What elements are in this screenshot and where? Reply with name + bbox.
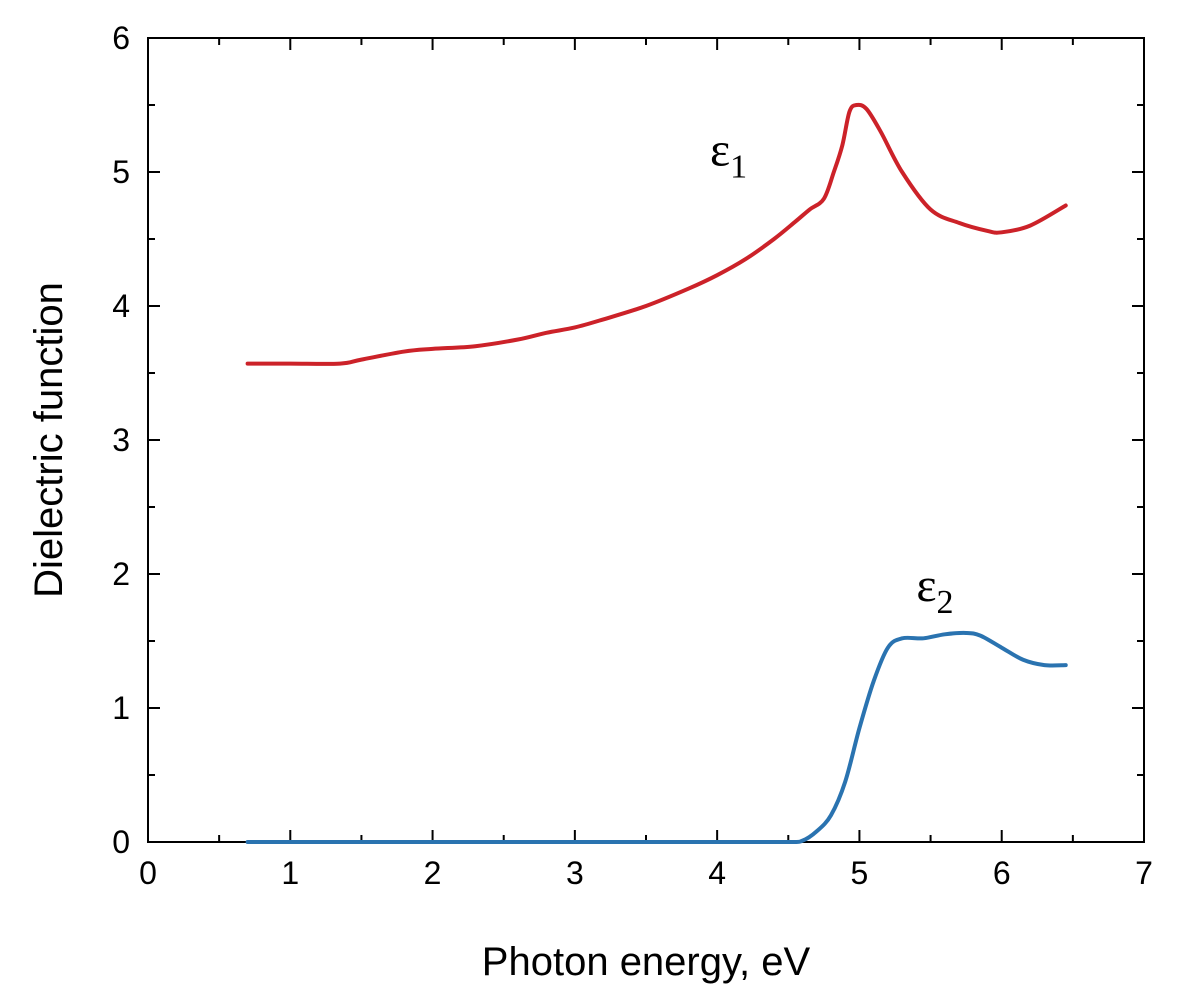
series-layer — [248, 105, 1066, 842]
curve-label-subscript: 2 — [936, 584, 953, 621]
y-tick-label: 0 — [112, 824, 130, 860]
x-tick-label: 1 — [281, 855, 299, 891]
curve-label-symbol: ε — [710, 123, 730, 176]
chart-container: 012345670123456 ε1 ε2 Photon energy, eV D… — [0, 0, 1189, 1002]
curve-label-eps1: ε1 — [710, 123, 747, 185]
series-line-eps2 — [248, 633, 1066, 842]
plot-frame — [148, 38, 1144, 842]
x-tick-label: 0 — [139, 855, 157, 891]
curve-label-symbol: ε — [916, 559, 936, 612]
y-tick-label: 6 — [112, 20, 130, 56]
x-tick-label: 6 — [993, 855, 1011, 891]
tick-labels-layer: 0 1 2 3 4 5 6 7 0 1 2 3 4 5 6 — [112, 20, 1153, 891]
y-tick-label: 2 — [112, 556, 130, 592]
x-tick-label: 3 — [566, 855, 584, 891]
y-tick-label: 5 — [112, 154, 130, 190]
dielectric-function-chart: 0 1 2 3 4 5 6 70123456 ε1ε2 Photon energy, eV D… — [0, 0, 1189, 1002]
x-tick-label: 5 — [851, 855, 869, 891]
ticks-layer — [148, 38, 1144, 842]
curve-label-subscript: 1 — [730, 148, 747, 185]
x-tick-label: 7 — [1135, 855, 1153, 891]
y-tick-label: 4 — [112, 288, 130, 324]
x-tick-label: 4 — [708, 855, 726, 891]
y-tick-label: 1 — [112, 690, 130, 726]
x-tick-label: 2 — [424, 855, 442, 891]
y-axis-title: Dielectric function — [27, 282, 71, 598]
x-axis-title: Photon energy, eV — [482, 940, 811, 984]
y-tick-label: 3 — [112, 422, 130, 458]
series-line-eps1 — [248, 105, 1066, 364]
curve-label-eps2: ε2 — [916, 559, 953, 621]
